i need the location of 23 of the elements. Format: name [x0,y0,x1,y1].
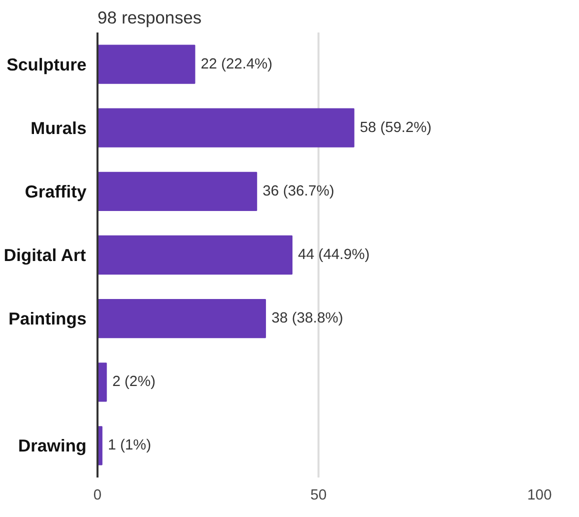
y-tick-label: Murals [30,118,87,138]
bar [98,362,107,402]
bar [98,299,266,338]
data-label: 44 (44.9%) [298,247,370,263]
bar [98,108,354,148]
chart-title: 98 responses [98,8,202,28]
bar [98,44,196,84]
x-tick-label: 50 [310,488,327,504]
x-tick-label: 0 [93,488,102,504]
data-label: 22 (22.4%) [200,56,272,72]
data-label: 1 (1%) [108,438,152,454]
y-tick-label: Graffity [24,181,87,202]
bar [98,172,258,211]
y-tick-label: Drawing [18,436,87,456]
y-tick-label: Digital Art [4,245,86,265]
data-label: 36 (36.7%) [262,183,334,200]
y-tick-label: Sculpture [6,54,87,74]
bar [98,235,292,275]
data-label: 38 (38.8%) [271,310,344,327]
x-tick-label: 100 [527,488,552,504]
data-label: 2 (2%) [112,374,156,390]
y-tick-label: Paintings [8,308,87,329]
data-label: 58 (59.2%) [360,120,432,136]
